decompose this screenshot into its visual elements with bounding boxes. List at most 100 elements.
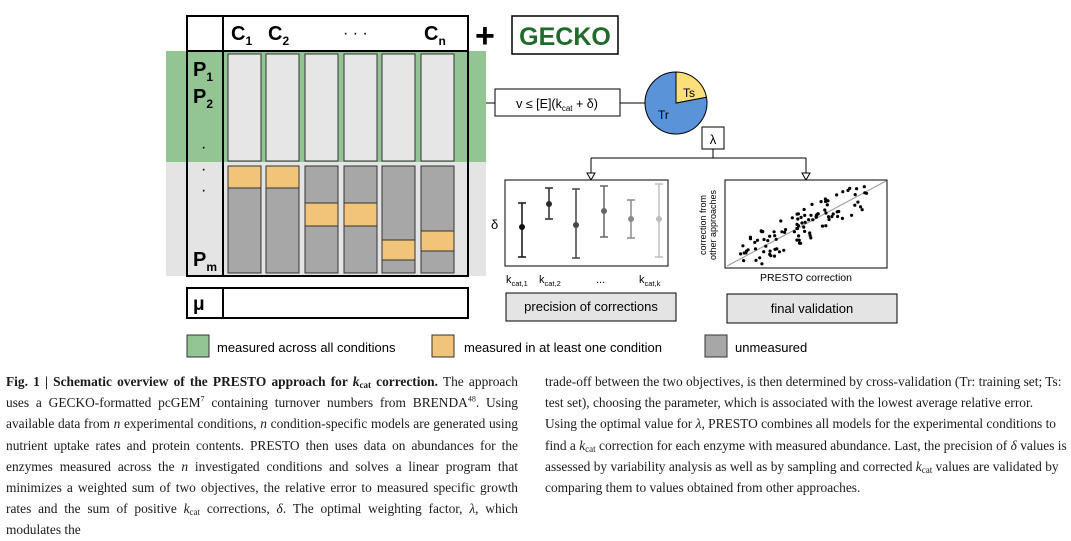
scatter-point bbox=[768, 252, 772, 256]
scatter-point bbox=[772, 230, 776, 234]
scatter-point bbox=[742, 259, 746, 263]
scatter-point bbox=[802, 225, 806, 229]
protein-dot-1: · bbox=[201, 139, 206, 156]
precision-xlabel-2: kcat,2 bbox=[539, 274, 561, 288]
column-5-measured bbox=[381, 239, 416, 261]
scatter-point bbox=[772, 254, 777, 258]
scatter-point bbox=[739, 252, 743, 256]
errorbar-1 bbox=[518, 202, 526, 258]
scatter-point bbox=[782, 248, 786, 252]
column-4-unmeasured-a bbox=[343, 165, 378, 204]
protein-label-2: P2 bbox=[193, 86, 213, 111]
presto-schematic-figure: C1 C2 · · · Cn P1 P2 · · · Pm μ + GECKO … bbox=[166, 15, 898, 358]
scatter-point bbox=[803, 229, 807, 233]
scatter-point bbox=[762, 237, 766, 242]
scatter-point bbox=[766, 239, 770, 243]
scatter-point bbox=[846, 188, 850, 192]
scatter-point bbox=[840, 216, 845, 220]
scatter-point bbox=[808, 231, 812, 235]
condition-label-dots: · · · bbox=[343, 25, 368, 42]
errorbar-6 bbox=[655, 183, 663, 258]
scatter-point bbox=[836, 214, 840, 219]
column-5-top bbox=[381, 53, 416, 162]
scatter-point bbox=[825, 203, 829, 207]
legend-label-measured-all: measured across all conditions bbox=[217, 340, 396, 355]
scatter-point bbox=[807, 218, 811, 222]
scatter-point bbox=[777, 250, 782, 254]
scatter-point bbox=[795, 222, 799, 226]
scatter-point bbox=[744, 249, 749, 253]
scatter-point bbox=[860, 208, 864, 212]
column-2-top bbox=[265, 53, 300, 162]
column-1-measured bbox=[227, 165, 262, 189]
protein-dot-2: · bbox=[201, 161, 206, 178]
scatter-point bbox=[768, 249, 772, 253]
protein-label-1: P1 bbox=[193, 59, 213, 84]
scatter-point bbox=[795, 238, 799, 242]
scatter-point bbox=[809, 213, 813, 217]
errorbar-5 bbox=[627, 199, 635, 239]
pie-slice-test bbox=[675, 71, 708, 104]
scatter-point bbox=[755, 238, 760, 242]
figure-caption-left: Fig. 1 | Schematic overview of the PREST… bbox=[6, 374, 519, 538]
errorbar-3 bbox=[572, 188, 580, 259]
legend-swatch-measured-all bbox=[186, 334, 210, 358]
column-4-unmeasured-b bbox=[343, 225, 378, 274]
scatter-point bbox=[760, 262, 764, 266]
column-6-unmeasured-a bbox=[420, 165, 455, 232]
precision-errorbars bbox=[518, 183, 663, 259]
column-6-top bbox=[420, 53, 455, 162]
scatter-point bbox=[803, 220, 807, 224]
plus-sign: + bbox=[475, 17, 495, 55]
legend-swatch-unmeasured bbox=[704, 334, 728, 358]
scatter-point bbox=[773, 234, 777, 238]
legend: measured across all conditions measured … bbox=[186, 334, 807, 358]
scatter-point bbox=[758, 256, 762, 260]
precision-plot-frame bbox=[504, 179, 669, 267]
scatter-point bbox=[859, 205, 863, 209]
scatter-point bbox=[811, 218, 815, 222]
scatter-point bbox=[790, 216, 794, 220]
constraint-equation: v ≤ [E](kcat + δ) bbox=[516, 97, 598, 113]
scatter-point bbox=[820, 224, 825, 228]
scatter-point bbox=[742, 251, 746, 255]
scatter-point bbox=[826, 215, 831, 219]
scatter-point bbox=[835, 193, 839, 197]
growth-rate-label: μ bbox=[193, 294, 205, 315]
gecko-box bbox=[511, 15, 619, 55]
scatter-point bbox=[802, 207, 806, 212]
column-6-measured bbox=[420, 230, 455, 252]
column-4-top bbox=[343, 53, 378, 162]
validation-xlabel: PRESTO correction bbox=[760, 272, 852, 284]
errorbar-2 bbox=[545, 187, 553, 220]
scatter-point bbox=[827, 217, 831, 222]
scatter-point bbox=[856, 200, 860, 204]
column-1-top bbox=[227, 53, 262, 162]
precision-xlabel-1: kcat,1 bbox=[506, 274, 528, 288]
pie-test-label: Ts bbox=[683, 86, 695, 100]
scatter-point bbox=[753, 247, 758, 251]
scatter-point bbox=[784, 228, 788, 232]
scatter-point bbox=[855, 187, 859, 191]
column-3-unmeasured-b bbox=[304, 225, 339, 274]
scatter-point bbox=[824, 211, 828, 215]
column-6-unmeasured-b bbox=[420, 250, 455, 274]
scatter-point bbox=[799, 215, 803, 219]
scatter-point bbox=[841, 190, 845, 194]
scatter-point bbox=[809, 236, 813, 240]
condition-label-2: C2 bbox=[268, 23, 289, 48]
legend-label-measured-one: measured in at least one condition bbox=[464, 340, 662, 355]
scatter-point bbox=[762, 250, 766, 254]
protein-dot-3: · bbox=[201, 182, 206, 199]
scatter-point bbox=[831, 212, 835, 216]
column-3-top bbox=[304, 53, 339, 162]
scatter-point bbox=[764, 244, 768, 248]
condition-columns bbox=[227, 53, 455, 274]
scatter-point bbox=[850, 213, 854, 217]
growth-rate-row bbox=[186, 287, 469, 319]
scatter-point bbox=[803, 213, 807, 217]
identity-line bbox=[726, 180, 887, 267]
scatter-point bbox=[792, 230, 797, 234]
scatter-point bbox=[773, 247, 777, 251]
scatter-point bbox=[797, 238, 801, 242]
